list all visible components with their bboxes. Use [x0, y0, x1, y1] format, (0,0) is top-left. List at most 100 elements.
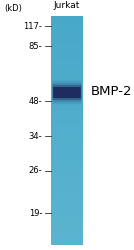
Bar [51, 39, 83, 40]
Bar [51, 190, 83, 191]
Bar [51, 114, 83, 116]
Bar [51, 187, 83, 188]
Bar [51, 109, 83, 110]
Bar [51, 151, 83, 152]
Bar [51, 143, 83, 144]
Bar [51, 201, 83, 202]
Bar [51, 52, 83, 53]
Bar [51, 123, 83, 124]
Text: 85-: 85- [29, 42, 42, 51]
Bar [51, 121, 83, 122]
Bar [51, 72, 83, 73]
Bar [51, 60, 83, 61]
Bar [51, 129, 83, 130]
Bar [51, 171, 83, 172]
Bar [51, 33, 83, 34]
Text: 48-: 48- [29, 97, 42, 106]
Bar [51, 91, 83, 92]
Bar [51, 231, 83, 232]
Bar [51, 206, 83, 207]
Text: 34-: 34- [29, 132, 42, 141]
Bar [51, 48, 83, 49]
Bar [51, 133, 83, 134]
Bar [51, 136, 83, 137]
Bar [51, 203, 83, 204]
Bar [51, 51, 83, 52]
Bar [51, 179, 83, 180]
Bar [51, 202, 83, 203]
Bar [51, 138, 83, 139]
Bar [51, 188, 83, 189]
Bar [51, 135, 83, 136]
Bar [51, 79, 83, 80]
Bar [51, 199, 83, 200]
Bar [51, 134, 83, 135]
Bar [51, 38, 83, 39]
Bar [51, 112, 83, 113]
Bar [51, 144, 83, 145]
Bar [51, 130, 83, 132]
Bar [51, 185, 83, 186]
Bar [51, 37, 83, 38]
Bar [51, 54, 83, 55]
Bar [51, 153, 83, 154]
Bar [51, 81, 83, 82]
FancyBboxPatch shape [53, 81, 81, 104]
Bar [51, 213, 83, 214]
Bar [51, 62, 83, 63]
Bar [51, 234, 83, 235]
Bar [51, 32, 83, 33]
Bar [51, 207, 83, 208]
Bar [51, 174, 83, 175]
Bar [51, 141, 83, 142]
Bar [51, 122, 83, 123]
Bar [51, 17, 83, 18]
Bar [51, 241, 83, 242]
Bar [51, 86, 83, 87]
Bar [51, 186, 83, 187]
Bar [51, 170, 83, 171]
Bar [51, 61, 83, 62]
Bar [51, 215, 83, 216]
Bar [51, 167, 83, 168]
Text: 26-: 26- [29, 166, 42, 175]
Bar [51, 239, 83, 240]
Bar [51, 232, 83, 233]
Bar [51, 226, 83, 227]
FancyBboxPatch shape [53, 87, 81, 98]
Bar [51, 82, 83, 83]
Bar [51, 219, 83, 220]
Bar [51, 192, 83, 193]
Bar [51, 97, 83, 98]
Bar [51, 211, 83, 212]
Bar [51, 204, 83, 205]
Bar [51, 106, 83, 107]
Bar [51, 45, 83, 46]
Bar [51, 242, 83, 243]
Bar [51, 148, 83, 149]
Bar [51, 42, 83, 43]
Bar [51, 146, 83, 147]
Bar [51, 244, 83, 245]
Bar [51, 84, 83, 85]
Bar [51, 145, 83, 146]
Bar [51, 116, 83, 117]
Bar [51, 132, 83, 133]
Bar [51, 165, 83, 166]
Bar [51, 193, 83, 194]
Bar [51, 169, 83, 170]
Bar [51, 220, 83, 221]
Bar [51, 53, 83, 54]
Bar [51, 227, 83, 228]
Bar [51, 31, 83, 32]
FancyBboxPatch shape [53, 85, 81, 100]
Bar [51, 95, 83, 96]
Bar [51, 236, 83, 238]
Bar [51, 142, 83, 143]
Bar [51, 29, 83, 30]
Bar [51, 183, 83, 184]
Bar [51, 222, 83, 223]
Bar [51, 172, 83, 173]
Bar [51, 111, 83, 112]
Bar [51, 75, 83, 76]
